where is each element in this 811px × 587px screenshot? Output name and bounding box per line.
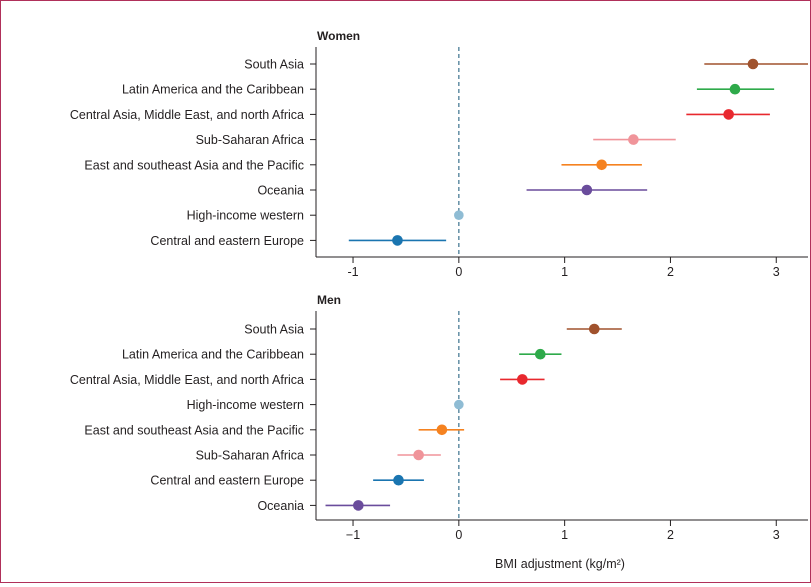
- men-point-estimate: [436, 424, 448, 436]
- men-category-label: Central and eastern Europe: [150, 474, 304, 488]
- men-point-estimate: [517, 374, 528, 385]
- x-axis-label: BMI adjustment (kg/m²): [495, 557, 625, 571]
- men-x-tick-label: 0: [455, 528, 462, 542]
- men-point-estimate: [535, 348, 546, 360]
- women-point-estimate: [747, 58, 759, 70]
- women-x-tick-label: 2: [667, 265, 674, 279]
- men-point-estimate: [588, 323, 600, 335]
- women-x-tick-label: -1: [347, 265, 358, 279]
- women-x-tick-label: 3: [773, 265, 780, 279]
- women-category-label: East and southeast Asia and the Pacific: [84, 158, 304, 172]
- men-category-label: Central Asia, Middle East, and north Afr…: [70, 373, 304, 387]
- men-point-estimate: [413, 449, 424, 461]
- women-x-tick-label: 0: [455, 265, 462, 279]
- women-x-tick-label: 1: [561, 265, 568, 279]
- men-category-label: East and southeast Asia and the Pacific: [84, 423, 304, 437]
- women-point-estimate: [628, 134, 639, 145]
- women-point-estimate: [729, 83, 741, 95]
- women-point-estimate: [596, 159, 607, 171]
- women-category-label: South Asia: [244, 58, 304, 72]
- women-category-label: Oceania: [257, 184, 304, 198]
- men-point-estimate: [353, 500, 364, 511]
- men-point-estimate: [393, 474, 404, 486]
- men-category-label: High-income western: [187, 398, 304, 412]
- women-category-label: High-income western: [187, 209, 304, 223]
- women-panel-title: Women: [317, 29, 360, 43]
- women-point-estimate: [723, 109, 734, 120]
- men-category-label: South Asia: [244, 323, 304, 337]
- women-category-label: Central Asia, Middle East, and north Afr…: [70, 108, 304, 122]
- women-category-label: Central and eastern Europe: [150, 234, 304, 248]
- women-point-estimate: [454, 210, 464, 220]
- men-x-tick-label: −1: [346, 528, 360, 542]
- men-point-estimate: [454, 399, 464, 410]
- men-category-label: Sub-Saharan Africa: [196, 449, 304, 463]
- men-category-label: Oceania: [257, 499, 304, 513]
- women-point-estimate: [581, 184, 593, 196]
- men-category-label: Latin America and the Caribbean: [122, 348, 304, 362]
- men-panel-title: Men: [317, 293, 341, 307]
- men-x-tick-label: 3: [773, 528, 780, 542]
- women-category-label: Sub-Saharan Africa: [196, 133, 304, 147]
- men-x-tick-label: 2: [667, 528, 674, 542]
- women-category-label: Latin America and the Caribbean: [122, 83, 304, 97]
- men-x-tick-label: 1: [561, 528, 568, 542]
- women-point-estimate: [392, 235, 403, 246]
